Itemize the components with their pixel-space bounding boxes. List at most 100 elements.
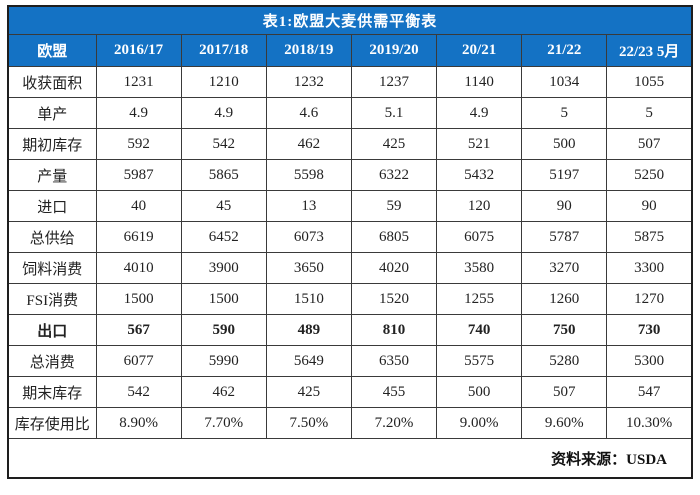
data-cell: 1520	[350, 283, 438, 315]
row-label: 期末库存	[7, 376, 97, 408]
column-header: 2019/20	[350, 34, 438, 67]
data-cell: 6322	[350, 159, 438, 191]
data-cell: 5787	[521, 221, 608, 253]
data-cell: 507	[606, 128, 693, 160]
data-cell: 6075	[436, 221, 523, 253]
data-cell: 9.00%	[436, 407, 523, 439]
data-cell: 5	[521, 97, 608, 129]
data-cell: 3270	[521, 252, 608, 284]
table-title: 表1:欧盟大麦供需平衡表	[7, 5, 693, 35]
data-cell: 3300	[606, 252, 693, 284]
data-cell: 1260	[521, 283, 608, 315]
data-cell: 500	[521, 128, 608, 160]
data-cell: 5.1	[350, 97, 438, 129]
data-cell: 730	[606, 314, 693, 346]
row-label: 单产	[7, 97, 97, 129]
data-cell: 462	[265, 128, 352, 160]
data-cell: 5	[606, 97, 693, 129]
data-cell: 590	[180, 314, 267, 346]
column-header: 20/21	[436, 34, 523, 67]
data-cell: 3580	[436, 252, 523, 284]
table-row: 期初库存 592 542 462 425 521 500 507	[7, 128, 693, 160]
row-label: FSI消费	[7, 283, 97, 315]
row-label: 饲料消费	[7, 252, 97, 284]
data-cell: 9.60%	[521, 407, 608, 439]
eu-barley-balance-table: 表1:欧盟大麦供需平衡表 欧盟 2016/17 2017/18 2018/19 2019…	[7, 5, 693, 479]
data-cell: 1055	[606, 66, 693, 98]
data-cell: 4010	[95, 252, 182, 284]
data-cell: 4.6	[265, 97, 352, 129]
data-cell: 4020	[350, 252, 438, 284]
column-header: 2016/17	[95, 34, 182, 67]
data-cell: 90	[606, 190, 693, 222]
table-row: 进口 40 45 13 59 120 90 90	[7, 190, 693, 222]
table-row: 期末库存 542 462 425 455 500 507 547	[7, 376, 693, 408]
data-cell: 4.9	[95, 97, 182, 129]
data-cell: 1232	[265, 66, 352, 98]
row-label: 收获面积	[7, 66, 97, 98]
data-cell: 6077	[95, 345, 182, 377]
data-cell: 750	[521, 314, 608, 346]
data-cell: 5990	[180, 345, 267, 377]
column-header: 22/23 5月	[606, 34, 693, 67]
data-cell: 1237	[350, 66, 438, 98]
data-cell: 120	[436, 190, 523, 222]
table-row: 库存使用比 8.90% 7.70% 7.50% 7.20% 9.00% 9.60% 10.30…	[7, 407, 693, 439]
data-cell: 6073	[265, 221, 352, 253]
data-cell: 521	[436, 128, 523, 160]
data-cell: 10.30%	[606, 407, 693, 439]
data-cell: 1255	[436, 283, 523, 315]
row-label: 出口	[7, 314, 97, 346]
table-row: 产量 5987 5865 5598 6322 5432 5197 5250	[7, 159, 693, 191]
row-label: 总消费	[7, 345, 97, 377]
data-cell: 1510	[265, 283, 352, 315]
data-cell: 592	[95, 128, 182, 160]
data-cell: 489	[265, 314, 352, 346]
data-cell: 5575	[436, 345, 523, 377]
data-cell: 542	[180, 128, 267, 160]
data-cell: 3650	[265, 252, 352, 284]
column-header: 2018/19	[265, 34, 352, 67]
data-cell: 507	[521, 376, 608, 408]
data-cell: 1500	[95, 283, 182, 315]
source-row: 资料来源：USDA	[7, 438, 693, 479]
header-row: 欧盟 2016/17 2017/18 2018/19 2019/20 20/21 21/22…	[7, 34, 693, 67]
data-cell: 6805	[350, 221, 438, 253]
data-cell: 5649	[265, 345, 352, 377]
data-cell: 7.20%	[350, 407, 438, 439]
data-cell: 5250	[606, 159, 693, 191]
table-row: 饲料消费 4010 3900 3650 4020 3580 3270 3300	[7, 252, 693, 284]
table-row: 总供给 6619 6452 6073 6805 6075 5787 5875	[7, 221, 693, 253]
data-cell: 1140	[436, 66, 523, 98]
data-cell: 425	[350, 128, 438, 160]
data-cell: 5197	[521, 159, 608, 191]
data-cell: 1500	[180, 283, 267, 315]
data-cell: 5598	[265, 159, 352, 191]
data-cell: 1270	[606, 283, 693, 315]
row-label: 期初库存	[7, 128, 97, 160]
data-cell: 4.9	[180, 97, 267, 129]
data-cell: 45	[180, 190, 267, 222]
data-cell: 6619	[95, 221, 182, 253]
data-cell: 542	[95, 376, 182, 408]
data-cell: 40	[95, 190, 182, 222]
data-cell: 5865	[180, 159, 267, 191]
data-cell: 5280	[521, 345, 608, 377]
data-cell: 425	[265, 376, 352, 408]
title-row: 表1:欧盟大麦供需平衡表	[7, 5, 693, 35]
data-cell: 5300	[606, 345, 693, 377]
row-label: 进口	[7, 190, 97, 222]
data-cell: 7.50%	[265, 407, 352, 439]
data-cell: 8.90%	[95, 407, 182, 439]
data-cell: 1231	[95, 66, 182, 98]
data-cell: 3900	[180, 252, 267, 284]
table-row: 出口 567 590 489 810 740 750 730	[7, 314, 693, 346]
data-cell: 455	[350, 376, 438, 408]
table-body: 收获面积 1231 1210 1232 1237 1140 1034 1055 单产 4.9 4.9…	[7, 66, 693, 439]
data-cell: 4.9	[436, 97, 523, 129]
data-cell: 7.70%	[180, 407, 267, 439]
row-label: 总供给	[7, 221, 97, 253]
data-cell: 740	[436, 314, 523, 346]
data-cell: 5875	[606, 221, 693, 253]
data-cell: 5432	[436, 159, 523, 191]
